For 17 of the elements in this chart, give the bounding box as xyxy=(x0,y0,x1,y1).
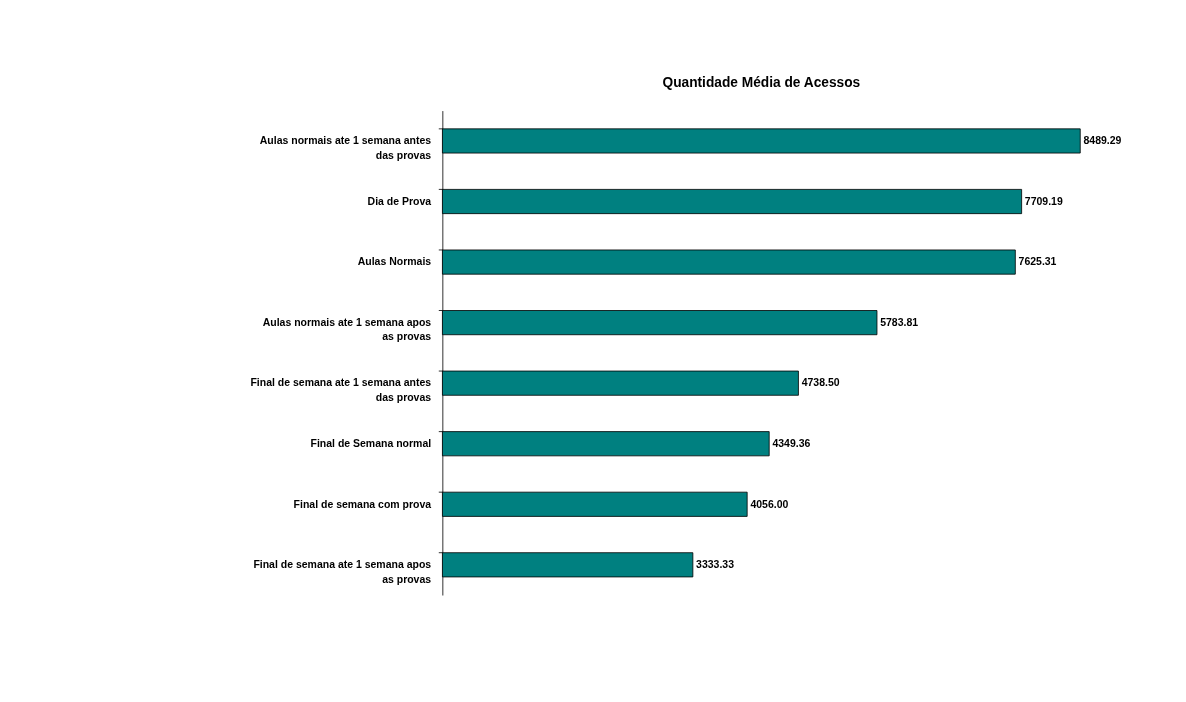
data-label: 4738.50 xyxy=(801,377,840,389)
y-tick-label: Dia de Prova xyxy=(367,195,432,207)
data-label: 5783.81 xyxy=(880,316,919,328)
y-tick-label: Aulas Normais xyxy=(357,256,432,268)
data-label: 4056.00 xyxy=(750,498,789,510)
y-tick-label: Final de semana com prova xyxy=(293,498,432,510)
data-label: 4349.36 xyxy=(772,437,811,449)
y-tick-label: Aulas normais ate 1 semana antes das provas xyxy=(259,135,432,161)
data-label: 7709.19 xyxy=(1024,195,1063,207)
data-label: 8489.29 xyxy=(1083,135,1122,147)
y-tick-label: Aulas normais ate 1 semana apos as provas xyxy=(262,316,432,343)
data-label: 7625.31 xyxy=(1018,256,1057,268)
y-tick-label: Final de semana ate 1 semana apos as provas xyxy=(253,559,432,585)
chart-title: Quantidade Média de Acessos xyxy=(662,75,861,91)
y-tick-label: Final de semana ate 1 semana antes das provas xyxy=(250,377,432,403)
y-tick-label: Final de Semana normal xyxy=(310,437,432,449)
data-label: 3333.33 xyxy=(696,559,735,571)
